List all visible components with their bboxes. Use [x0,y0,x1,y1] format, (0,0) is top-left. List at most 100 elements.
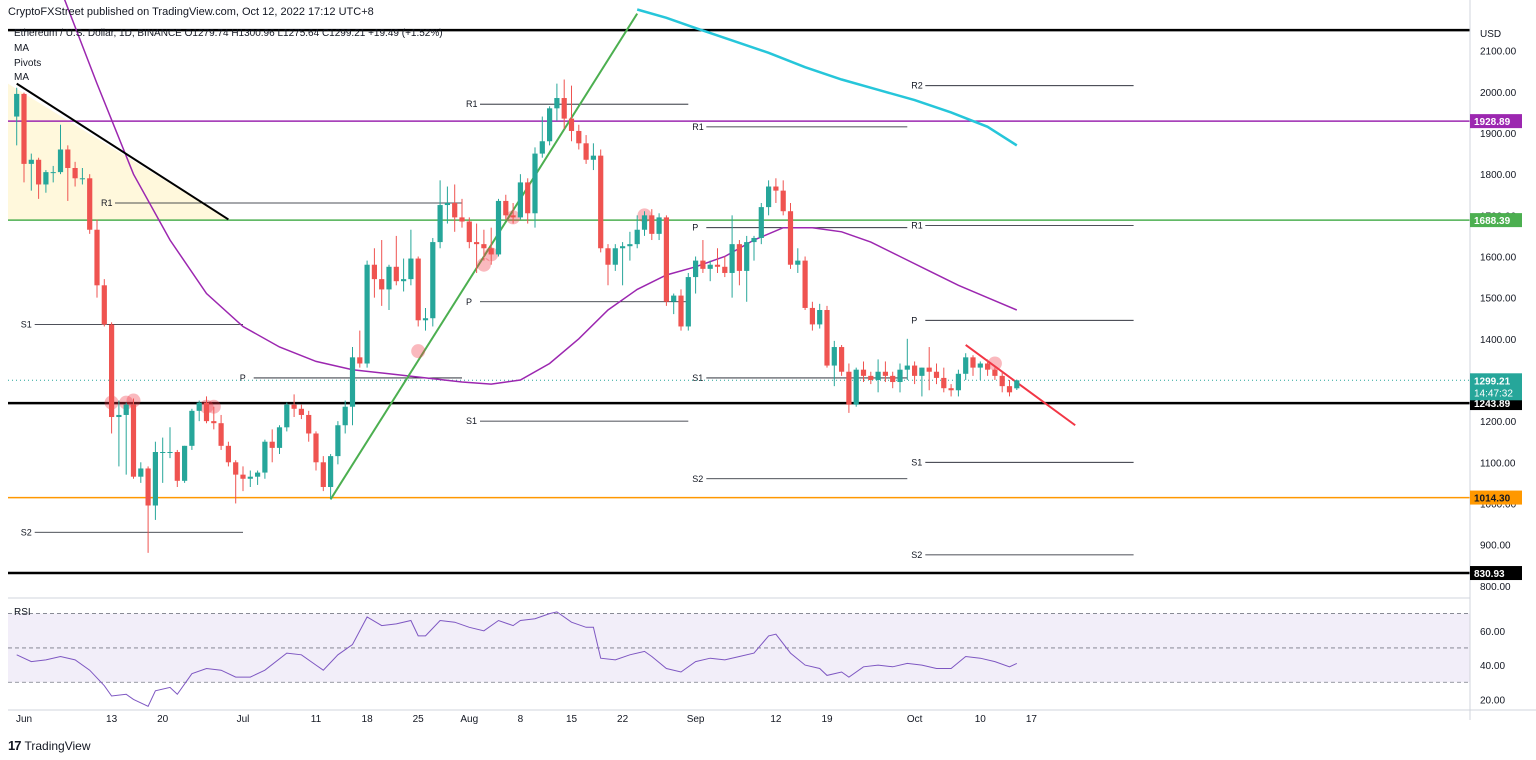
candle[interactable] [225,441,231,467]
candle[interactable] [495,198,502,257]
candle[interactable] [598,149,604,253]
candle[interactable] [466,217,472,249]
candle[interactable] [736,240,742,286]
candle[interactable] [174,449,180,487]
candle[interactable] [138,462,144,483]
candle[interactable] [620,242,626,286]
candle[interactable] [349,347,356,426]
candle[interactable] [1006,379,1013,397]
candle[interactable] [955,369,961,397]
candle[interactable] [43,170,49,193]
candle[interactable] [590,143,596,171]
candle[interactable] [576,124,582,150]
candle[interactable] [240,466,246,492]
candle[interactable] [722,256,728,278]
candle[interactable] [517,174,523,220]
candle[interactable] [357,330,363,368]
candle[interactable] [510,202,516,224]
candle[interactable] [802,256,808,310]
candle[interactable] [787,202,794,269]
candle[interactable] [634,215,640,249]
candle[interactable] [919,367,925,397]
candle[interactable] [386,264,392,310]
indicator-ma-2[interactable]: MA [14,72,29,83]
candles[interactable] [14,79,1020,553]
candle[interactable] [860,361,867,383]
candle[interactable] [152,441,158,520]
candle[interactable] [904,338,910,380]
candle[interactable] [459,198,465,228]
candle[interactable] [868,371,874,385]
candle[interactable] [941,367,947,393]
candle[interactable] [875,359,881,393]
candle[interactable] [700,240,706,273]
candle[interactable] [320,456,326,492]
candle[interactable] [196,400,202,422]
candle[interactable] [729,215,735,298]
indicator-ma-1[interactable]: MA [14,43,29,54]
candle[interactable] [612,244,618,271]
candle[interactable] [547,106,553,146]
candle[interactable] [335,421,341,465]
candle[interactable] [72,161,78,187]
candle[interactable] [766,180,772,216]
candle[interactable] [109,322,115,434]
candle[interactable] [160,437,166,483]
candle[interactable] [36,157,42,199]
candle[interactable] [554,83,560,121]
candle[interactable] [130,398,137,479]
candle[interactable] [255,470,261,485]
candle[interactable] [532,147,538,228]
candle[interactable] [714,248,721,273]
candle[interactable] [313,431,319,471]
candle[interactable] [269,429,275,463]
candle[interactable] [298,404,304,420]
candle[interactable] [970,355,976,376]
candle[interactable] [831,340,837,387]
candle[interactable] [408,229,414,286]
candle[interactable] [291,394,297,418]
candle[interactable] [685,272,691,331]
candle[interactable] [50,165,56,183]
candle[interactable] [985,359,991,376]
candle[interactable] [233,460,239,504]
candle[interactable] [364,260,370,368]
candle[interactable] [671,293,677,315]
candle[interactable] [167,427,173,459]
candle[interactable] [663,215,669,306]
indicator-pivots[interactable]: Pivots [14,58,42,69]
candle[interactable] [284,402,290,432]
candle[interactable] [912,361,918,385]
candle[interactable] [379,240,385,306]
candle[interactable] [218,414,224,450]
candle[interactable] [393,235,399,286]
candle[interactable] [795,248,801,273]
candle[interactable] [890,371,896,389]
candle[interactable] [371,248,377,298]
candle[interactable] [437,180,443,249]
candle[interactable] [430,237,436,327]
candle[interactable] [123,402,129,475]
candle[interactable] [780,180,786,216]
candle[interactable] [481,229,487,261]
candle[interactable] [101,279,107,327]
candle[interactable] [57,124,64,175]
candle[interactable] [744,235,750,302]
candle[interactable] [992,367,998,380]
candle[interactable] [116,400,122,467]
candle[interactable] [79,168,85,185]
candle[interactable] [649,209,655,241]
candle[interactable] [539,116,545,158]
candle[interactable] [342,400,348,434]
candle[interactable] [488,227,494,265]
candle[interactable] [525,178,531,224]
candle[interactable] [641,211,648,236]
candle[interactable] [182,445,188,483]
candle[interactable] [846,363,852,413]
candle[interactable] [189,408,195,450]
candle[interactable] [328,454,334,500]
tradingview-branding[interactable]: 17 TradingView [8,738,91,753]
candle[interactable] [474,223,480,273]
candle[interactable] [452,184,458,232]
